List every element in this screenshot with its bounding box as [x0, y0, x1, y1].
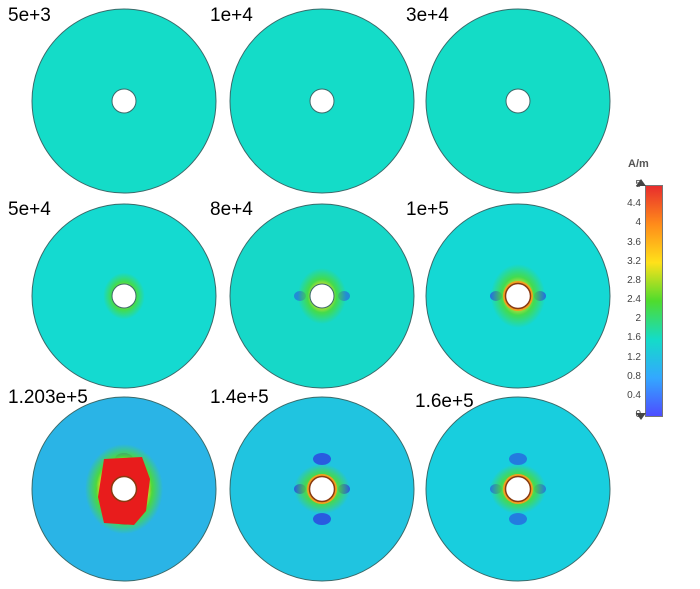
panel-label: 3e+4	[406, 5, 449, 26]
colorbar	[645, 185, 663, 417]
field-panel	[31, 8, 217, 194]
center-hole	[110, 475, 138, 503]
colorbar-min-arrow	[636, 413, 646, 420]
center-hole	[504, 282, 532, 310]
center-hole	[309, 88, 335, 114]
field-panel	[229, 203, 415, 389]
panel-label: 1.6e+5	[415, 391, 474, 412]
field-panel	[229, 396, 415, 582]
center-hole	[308, 475, 336, 503]
colorbar-tick-label: 2.8	[627, 274, 641, 286]
center-hole	[504, 475, 532, 503]
field-panel	[31, 396, 217, 582]
colorbar-tick-label: 1.2	[627, 351, 641, 363]
field-panel	[425, 8, 611, 194]
panel-label: 1e+4	[210, 5, 253, 26]
legend-unit: A/m	[628, 158, 649, 170]
colorbar-tick-label: 1.6	[627, 332, 641, 344]
field-panel	[229, 8, 415, 194]
colorbar-max-arrow	[636, 179, 646, 186]
colorbar-tick-label: 0.4	[627, 389, 641, 401]
colorbar-tick-label: 2.4	[627, 294, 641, 305]
colorbar-tick-label: 0.8	[627, 370, 641, 382]
center-hole	[309, 283, 335, 309]
colorbar-tick-label: 3.2	[627, 255, 641, 267]
panel-label: 1.4e+5	[210, 387, 269, 408]
colorbar-tick-label: 4.4	[627, 198, 641, 210]
field-panel	[425, 396, 611, 582]
field-panel	[425, 203, 611, 389]
panel-label: 1e+5	[406, 199, 449, 220]
panel-label: 8e+4	[210, 199, 253, 220]
panel-label: 5e+4	[8, 199, 51, 220]
center-hole	[111, 283, 137, 309]
colorbar-legend: A/m 5 4.4 4 3.6 3.2 2.8 2.4 2 1.6 1.2 0.8 0.4 0	[615, 155, 700, 425]
field-panel	[31, 203, 217, 389]
colorbar-tick-label: 2	[635, 313, 641, 325]
colorbar-tick-label: 4	[635, 217, 641, 229]
center-hole	[111, 88, 137, 114]
colorbar-tick-label: 3.6	[627, 236, 641, 248]
panel-label: 5e+3	[8, 5, 51, 26]
panel-label: 1.203e+5	[8, 387, 88, 408]
center-hole	[505, 88, 531, 114]
